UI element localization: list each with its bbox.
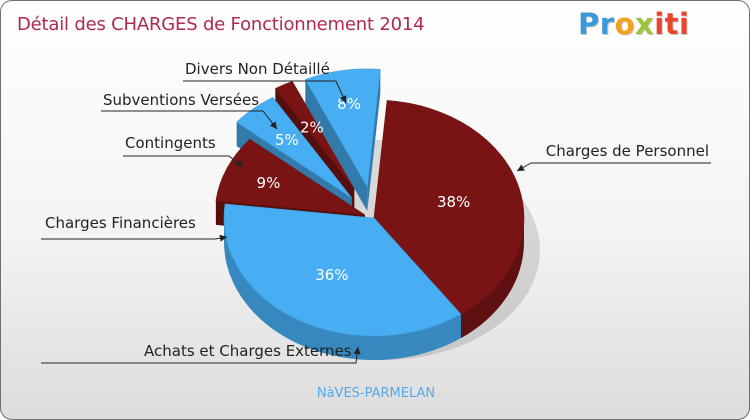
pie-slice-contingents[interactable] bbox=[236, 97, 352, 199]
slice-label: Charges Financières bbox=[45, 214, 196, 232]
pie-slice-charges-de-personnel[interactable] bbox=[373, 100, 525, 315]
proxiti-logo[interactable]: Proxiti bbox=[578, 7, 690, 41]
leader-line bbox=[41, 236, 228, 240]
slice-label: Subventions Versées bbox=[103, 91, 259, 109]
pie-slice-achats-et-charges-externes[interactable] bbox=[223, 203, 462, 337]
leader-line bbox=[101, 110, 278, 130]
leader-arrow bbox=[269, 121, 277, 129]
pie-slice-divers-non-d-taill-[interactable] bbox=[304, 68, 381, 188]
leader-arrow bbox=[339, 95, 347, 103]
pie-slice-side bbox=[305, 69, 381, 211]
pie-percent-label: 5% bbox=[275, 131, 299, 149]
pie-percent-label: 2% bbox=[300, 118, 324, 136]
pie-percent-label: 38% bbox=[437, 193, 470, 211]
slice-label: Achats et Charges Externes bbox=[144, 342, 352, 360]
leader-arrow bbox=[219, 234, 227, 242]
slice-label: Divers Non Détaillé bbox=[185, 60, 330, 78]
leader-arrow bbox=[353, 347, 361, 355]
chart-title: Détail des CHARGES de Fonctionnement 201… bbox=[17, 14, 425, 35]
pie-slice-charges-financi-res[interactable] bbox=[215, 138, 365, 216]
pie-percent-label: 36% bbox=[315, 266, 348, 284]
leader-arrow bbox=[517, 164, 525, 171]
commune-name: NàVES-PARMELAN bbox=[316, 386, 436, 401]
leader-line bbox=[123, 155, 244, 168]
slice-label: Contingents bbox=[125, 134, 216, 152]
leader-line bbox=[183, 80, 347, 104]
pie-percent-label: 9% bbox=[257, 174, 281, 192]
leader-arrow bbox=[235, 159, 243, 167]
leader-line bbox=[516, 162, 711, 172]
slice-label: Charges de Personnel bbox=[546, 142, 709, 160]
